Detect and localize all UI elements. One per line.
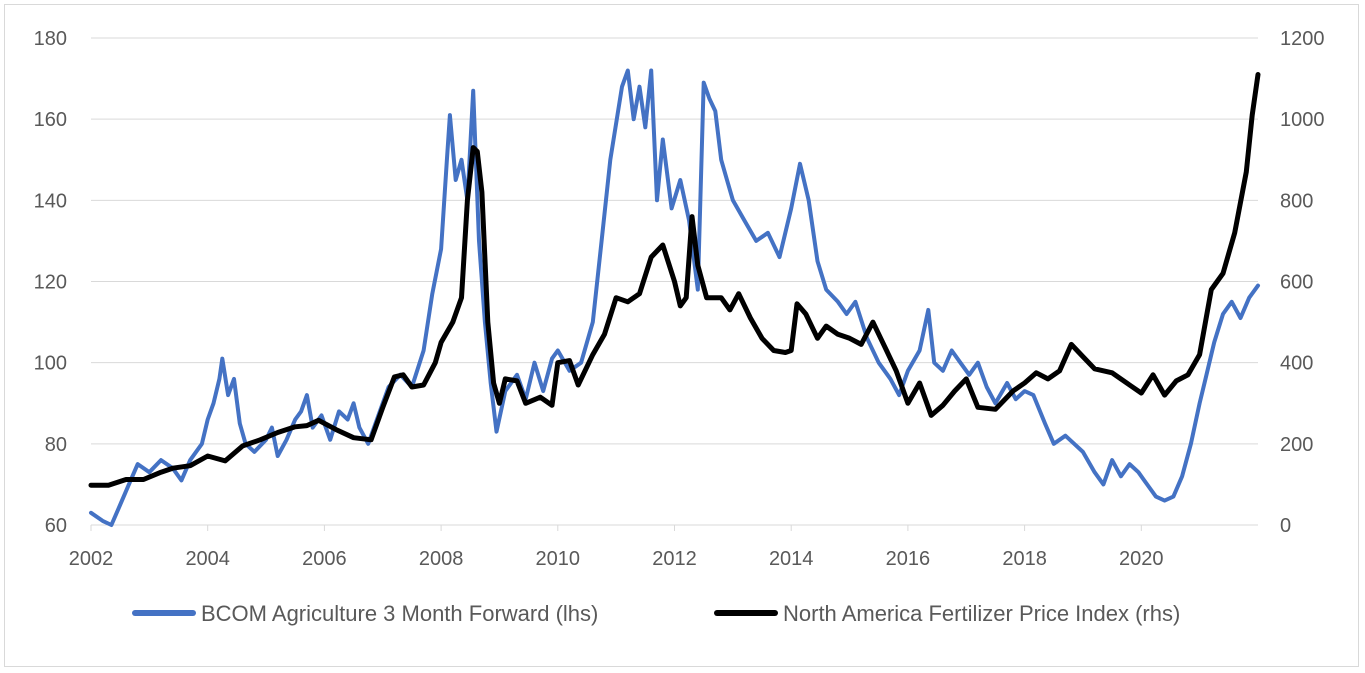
series-line-2 [88, 72, 1261, 488]
x-tick-label: 2014 [769, 548, 814, 570]
y2-tick-label: 200 [1280, 434, 1313, 456]
series-lines [88, 68, 1261, 527]
x-axis-ticks: 2002 2004 2006 2008 2010 2012 2014 2016 2018 2020 [69, 525, 1164, 570]
y2-tick-label: 1000 [1280, 109, 1325, 131]
y2-tick-label: 0 [1280, 515, 1291, 537]
x-tick-label: 2016 [886, 548, 931, 570]
right-axis-ticks: 0 200 400 600 800 1000 1200 [1280, 28, 1325, 537]
x-tick-label: 2012 [652, 548, 697, 570]
y2-tick-label: 400 [1280, 353, 1313, 375]
y2-tick-label: 600 [1280, 272, 1313, 294]
x-tick-label: 2018 [1002, 548, 1047, 570]
y2-tick-label: 1200 [1280, 28, 1325, 50]
y2-tick-label: 800 [1280, 190, 1313, 212]
x-tick-label: 2002 [69, 548, 114, 570]
series-line-1 [89, 68, 1260, 527]
legend-label-2: North America Fertilizer Price Index (rh… [783, 601, 1180, 626]
chart-svg: 60 80 100 120 140 160 180 0 200 400 600 800 1000 120… [34, 28, 1325, 626]
y-tick-label: 160 [34, 109, 67, 131]
chart-frame: 60 80 100 120 140 160 180 0 200 400 600 800 1000 120… [4, 4, 1359, 667]
y-tick-label: 80 [45, 434, 67, 456]
x-tick-label: 2008 [419, 548, 464, 570]
y-tick-label: 180 [34, 28, 67, 50]
legend: BCOM Agriculture 3 Month Forward (lhs) No… [132, 601, 1180, 626]
legend-label-1: BCOM Agriculture 3 Month Forward (lhs) [201, 601, 598, 626]
y-tick-label: 120 [34, 272, 67, 294]
y-tick-label: 60 [45, 515, 67, 537]
y-tick-label: 100 [34, 353, 67, 375]
y-tick-label: 140 [34, 190, 67, 212]
left-axis-ticks: 60 80 100 120 140 160 180 [34, 28, 67, 537]
x-tick-label: 2020 [1119, 548, 1164, 570]
x-tick-label: 2004 [185, 548, 230, 570]
x-tick-label: 2010 [536, 548, 581, 570]
x-tick-label: 2006 [302, 548, 347, 570]
